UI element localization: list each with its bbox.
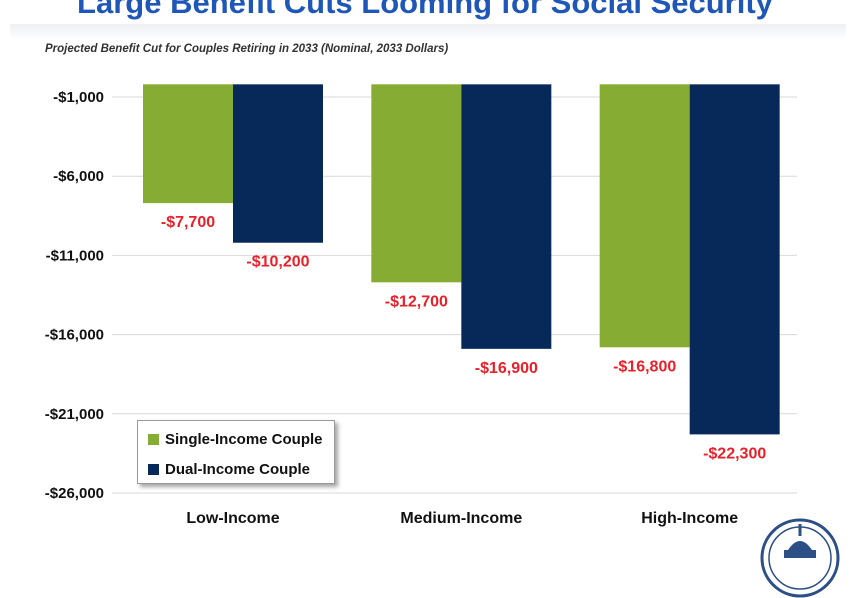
bar-medium-income-dual bbox=[461, 84, 552, 349]
legend-label-single-income: Single-Income Couple bbox=[165, 430, 323, 448]
category-label: Low-Income bbox=[186, 510, 279, 527]
bar-high-income-dual bbox=[689, 84, 780, 435]
category-label: Medium-Income bbox=[400, 510, 522, 527]
legend-label-dual-income: Dual-Income Couple bbox=[165, 460, 311, 478]
bar-low-income-dual bbox=[233, 84, 323, 243]
legend-item-single-income: Single-Income Couple bbox=[148, 429, 323, 449]
title-rule bbox=[10, 24, 846, 40]
y-tick-label: -$16,000 bbox=[45, 327, 104, 344]
y-axis-ticks: -$1,000 -$6,000 -$11,000 -$16,000 -$21,000 -$… bbox=[45, 89, 104, 502]
page-title: Large Benefit Cuts Looming for Social Se… bbox=[77, 0, 773, 20]
data-label: -$7,700 bbox=[161, 214, 215, 231]
legend-swatch-single-income bbox=[148, 433, 159, 445]
bar-medium-income-single bbox=[371, 84, 462, 283]
chart-subtitle: Projected Benefit Cut for Couples Retiri… bbox=[45, 43, 449, 55]
y-tick-label: -$26,000 bbox=[45, 485, 104, 502]
y-tick-label: -$21,000 bbox=[45, 406, 104, 423]
data-label: -$10,200 bbox=[246, 254, 309, 271]
y-tick-label: -$1,000 bbox=[53, 89, 104, 106]
bar-low-income-single bbox=[143, 84, 233, 204]
data-label: -$12,700 bbox=[385, 293, 448, 310]
data-label: -$22,300 bbox=[703, 445, 766, 462]
category-label: High-Income bbox=[641, 510, 738, 527]
bar-high-income-single bbox=[599, 84, 690, 348]
chart-legend: Single-Income Couple Dual-Income Couple bbox=[137, 420, 335, 484]
bar-chart: -$1,000 -$6,000 -$11,000 -$16,000 -$21,000 -$… bbox=[45, 84, 797, 527]
x-axis-categories: Low-Income Medium-Income High-Income bbox=[186, 510, 738, 527]
y-tick-label: -$6,000 bbox=[53, 168, 104, 185]
y-tick-label: -$11,000 bbox=[46, 247, 104, 264]
title-strip: Large Benefit Cuts Looming for Social Se… bbox=[0, 0, 850, 24]
legend-item-dual-income: Dual-Income Couple bbox=[148, 459, 310, 479]
capitol-seal-icon bbox=[760, 518, 840, 598]
bars-layer bbox=[143, 84, 780, 435]
data-labels-layer: -$7,700 -$10,200 -$12,700 -$16,900 -$16,800 -… bbox=[161, 214, 766, 462]
data-label: -$16,800 bbox=[613, 358, 676, 375]
data-label: -$16,900 bbox=[475, 360, 538, 377]
legend-swatch-dual-income bbox=[148, 463, 159, 475]
